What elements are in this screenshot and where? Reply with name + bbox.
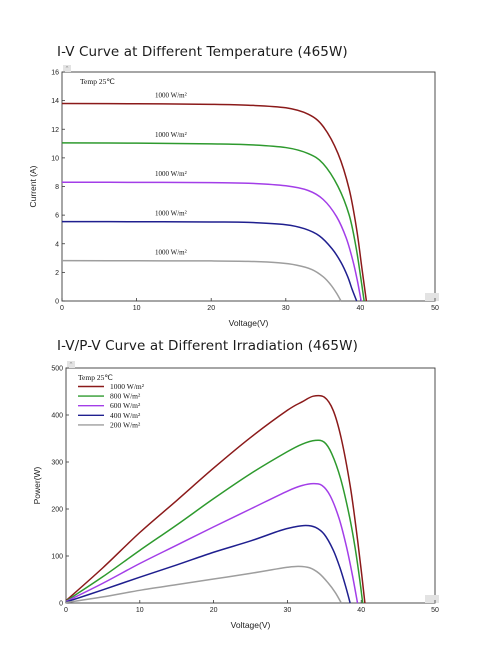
y-tick-label: 14 (51, 98, 59, 105)
y-tick-label: 4 (55, 241, 59, 248)
y-tick-label: 12 (51, 127, 59, 134)
scroll-arrow-right-icon (425, 293, 439, 301)
y-axis-label: Current (A) (28, 165, 38, 207)
y-tick-label: 2 (55, 270, 59, 277)
x-tick-label: 10 (136, 607, 144, 614)
y-tick-label: 10 (51, 155, 59, 162)
x-tick-label: 40 (357, 607, 365, 614)
scroll-arrow-up-icon (63, 65, 71, 72)
y-tick-label: 16 (51, 70, 59, 77)
series-label-5: 1000 W/m² (155, 249, 187, 257)
x-tick-label: 0 (64, 607, 68, 614)
x-tick-label: 50 (431, 305, 439, 312)
x-tick-label: 40 (357, 305, 365, 312)
legend-entry-3: 600 W/m² (110, 401, 141, 410)
series-line-3 (65, 482, 359, 604)
series-line-4 (61, 220, 358, 302)
series-line-5 (61, 259, 342, 302)
series-label-2: 1000 W/m² (155, 131, 187, 139)
y-tick-label: 100 (51, 554, 63, 561)
legend-title: Temp 25℃ (80, 77, 115, 86)
series-line-1 (61, 102, 368, 302)
x-tick-label: 50 (431, 607, 439, 614)
series-line-5 (65, 565, 342, 604)
x-tick-label: 20 (210, 607, 218, 614)
series-label-3: 1000 W/m² (155, 170, 187, 178)
iv-temperature-chart: ⌃ 0 10 20 30 40 50 0 2 4 6 8 10 12 14 16 Voltage(V) Curre… (28, 65, 439, 328)
y-tick-label: 0 (55, 299, 59, 306)
series-label-4: 1000 W/m² (155, 210, 187, 218)
legend-title: Temp 25℃ (78, 373, 113, 382)
y-tick-label: 200 (51, 507, 63, 514)
x-axis-label: Voltage(V) (229, 318, 269, 328)
series-label-1: 1000 W/m² (155, 91, 187, 99)
scroll-arrow-up-glyph: ⌃ (68, 362, 73, 369)
x-tick-label: 30 (282, 305, 290, 312)
scroll-arrow-right-icon (425, 595, 439, 603)
y-tick-label: 0 (59, 601, 63, 608)
chart-1-title: I-V Curve at Different Temperature (465W… (57, 44, 348, 60)
plot-area (61, 71, 436, 302)
series-line-4 (65, 524, 351, 604)
series-line-3 (61, 181, 362, 302)
y-tick-label: 8 (55, 184, 59, 191)
plot-area (65, 367, 436, 604)
legend-entry-5: 200 W/m² (110, 420, 141, 429)
y-tick-label: 6 (55, 213, 59, 220)
series-line-2 (65, 439, 364, 604)
series-line-1 (65, 394, 366, 604)
x-tick-label: 30 (284, 607, 292, 614)
y-tick-label: 500 (51, 366, 63, 373)
legend-entry-1: 1000 W/m² (110, 382, 145, 391)
legend-entry-2: 800 W/m² (110, 392, 141, 401)
x-axis-label: Voltage(V) (231, 620, 271, 630)
scroll-arrow-up-glyph: ⌃ (64, 66, 69, 73)
y-tick-label: 300 (51, 460, 63, 467)
y-axis-label: Power(W) (32, 466, 42, 504)
scroll-arrow-up-icon (67, 361, 75, 368)
chart-2-title: I-V/P-V Curve at Different Irradiation (… (57, 338, 358, 354)
x-tick-label: 0 (60, 305, 64, 312)
y-tick-label: 400 (51, 413, 63, 420)
x-tick-label: 10 (133, 305, 141, 312)
series-line-2 (61, 142, 365, 302)
legend-entry-4: 400 W/m² (110, 411, 141, 420)
x-tick-label: 20 (207, 305, 215, 312)
